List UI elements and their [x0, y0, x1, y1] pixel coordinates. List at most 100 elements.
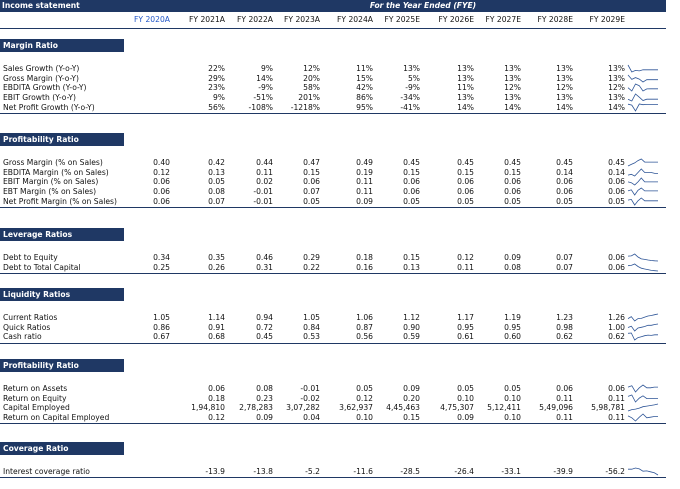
table-cell: -51%	[253, 93, 273, 103]
section-divider	[0, 342, 666, 344]
table-cell: -56.2	[605, 467, 625, 476]
table-cell: 0.06	[556, 384, 573, 393]
table-cell: 0.15	[403, 413, 420, 423]
table-cell: 22%	[208, 64, 225, 73]
sparkline	[627, 394, 658, 403]
year-header-3: FY 2023A	[284, 15, 320, 24]
table-cell: 0.08	[504, 262, 521, 272]
table-cell: 0.94	[256, 313, 273, 322]
section-divider	[0, 272, 666, 274]
year-header-5: FY 2025E	[384, 15, 420, 24]
table-cell: -11.6	[353, 467, 373, 476]
table-cell: 13%	[504, 93, 521, 103]
sparkline	[627, 168, 658, 177]
table-cell: 13%	[457, 93, 474, 103]
table-cell: 0.11	[356, 187, 373, 197]
table-cell: 0.09	[403, 384, 420, 393]
table-cell: 13%	[608, 64, 625, 73]
table-cell: 0.06	[457, 177, 474, 187]
year-header-0: FY 2020A	[134, 15, 170, 24]
sparkline	[627, 197, 658, 206]
table-cell: 0.62	[556, 332, 573, 342]
table-cell: 201%	[298, 93, 320, 103]
row-label: EBIT Growth (Y-o-Y)	[3, 93, 77, 103]
table-cell: 0.10	[457, 393, 474, 403]
table-cell: 0.59	[403, 332, 420, 342]
table-cell: 0.35	[208, 253, 225, 262]
table-cell: 0.62	[608, 332, 625, 342]
table-cell: 0.29	[303, 253, 320, 262]
table-cell: 5,98,781	[591, 403, 625, 413]
table-cell: 1.19	[504, 313, 521, 322]
table-cell: 0.15	[457, 167, 474, 177]
table-cell: -13.8	[253, 467, 273, 476]
row-label: Net Profit Margin (% on Sales)	[3, 196, 117, 206]
year-header-1: FY 2021A	[189, 15, 225, 24]
sparkline	[627, 384, 658, 393]
table-cell: 0.95	[457, 322, 474, 332]
table-cell: 0.05	[303, 196, 320, 206]
table-cell: 5%	[407, 73, 420, 83]
table-cell: 2,78,283	[239, 403, 273, 413]
table-cell: 14%	[556, 102, 573, 112]
table-cell: 5,49,096	[539, 403, 573, 413]
table-cell: -26.4	[454, 467, 474, 476]
table-cell: 13%	[556, 73, 573, 83]
table-cell: -41%	[400, 102, 420, 112]
table-cell: 56%	[208, 102, 225, 112]
sparkline-path	[627, 158, 658, 167]
table-cell: 0.91	[208, 322, 225, 332]
table-cell: 23%	[208, 83, 225, 93]
row-label: Gross Margin (Y-o-Y)	[3, 73, 79, 83]
table-cell: -34%	[400, 93, 420, 103]
table-cell: 0.31	[256, 262, 273, 272]
table-cell: 1.06	[356, 313, 373, 322]
table-cell: 0.87	[356, 322, 373, 332]
sparkline-path	[627, 168, 658, 177]
table-cell: 0.06	[608, 187, 625, 197]
table-cell: 0.18	[356, 253, 373, 262]
table-cell: 0.16	[356, 262, 373, 272]
table-cell: 0.86	[153, 322, 170, 332]
table-cell: 4,45,463	[386, 403, 420, 413]
table-cell: 13%	[556, 93, 573, 103]
section-header: Liquidity Ratios	[0, 288, 124, 301]
sparkline-path	[627, 332, 658, 341]
table-cell: 1.05	[153, 313, 170, 322]
sparkline	[627, 263, 659, 272]
table-cell: 0.13	[208, 167, 225, 177]
table-cell: 0.14	[556, 167, 573, 177]
table-cell: 3,07,282	[286, 403, 320, 413]
table-cell: 0.15	[403, 253, 420, 262]
table-cell: 0.07	[556, 262, 573, 272]
table-cell: 0.45	[256, 332, 273, 342]
table-cell: 0.06	[504, 177, 521, 187]
sparkline-path	[627, 384, 658, 393]
sparkline	[627, 187, 658, 196]
table-cell: 0.12	[457, 253, 474, 262]
table-cell: 1.00	[608, 322, 625, 332]
table-cell: 0.10	[356, 413, 373, 423]
row-label: Net Profit Growth (Y-o-Y)	[3, 102, 95, 112]
sparkline	[627, 64, 658, 73]
table-cell: -0.02	[300, 393, 320, 403]
table-cell: 0.05	[208, 177, 225, 187]
table-cell: 9%	[260, 64, 273, 73]
table-cell: 0.07	[556, 253, 573, 262]
row-label: Sales Growth (Y-o-Y)	[3, 64, 80, 73]
table-cell: 0.10	[504, 393, 521, 403]
row-label: Capital Employed	[3, 403, 70, 413]
sparkline	[627, 323, 659, 332]
table-cell: 0.02	[256, 177, 273, 187]
table-cell: 0.11	[608, 393, 625, 403]
sparkline-path	[627, 394, 658, 403]
table-cell: 0.15	[403, 167, 420, 177]
table-cell: 3,62,937	[339, 403, 373, 413]
sparkline	[627, 313, 659, 322]
sparkline-path	[627, 74, 658, 83]
table-cell: 0.05	[457, 384, 474, 393]
table-cell: 42%	[356, 83, 373, 93]
row-label: Debt to Equity	[3, 253, 58, 262]
table-cell: 0.23	[256, 393, 273, 403]
table-cell: 0.44	[256, 158, 273, 167]
